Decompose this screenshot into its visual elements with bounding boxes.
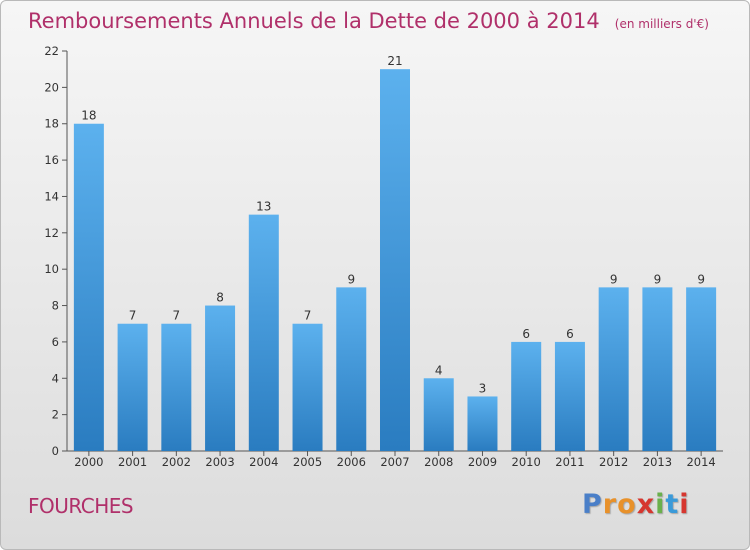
y-tick-label: 4 [52,371,59,385]
x-tick-label: 2008 [424,455,453,469]
bar-value-label: 9 [610,272,618,286]
bar-value-label: 7 [304,309,312,323]
logo-letter: P [582,489,603,520]
y-tick-label: 8 [52,299,59,313]
bar-value-label: 21 [387,54,402,68]
x-tick-label: 2013 [643,455,672,469]
bar-value-label: 9 [697,272,705,286]
x-tick-label: 2014 [686,455,715,469]
x-tick-label: 2000 [74,455,103,469]
bar-value-label: 7 [173,309,181,323]
x-tick-label: 2011 [555,455,584,469]
bar-value-label: 6 [522,327,530,341]
x-tick-label: 2004 [249,455,278,469]
bar [598,287,629,451]
y-tick-label: 22 [44,44,59,58]
title-row: Remboursements Annuels de la Dette de 20… [28,9,709,33]
x-tick-label: 2012 [599,455,628,469]
bar-value-label: 9 [347,272,355,286]
bar [380,69,410,451]
bar [423,378,454,451]
y-tick-label: 12 [44,226,59,240]
bar [205,305,236,451]
x-tick-label: 2001 [118,455,147,469]
y-tick-label: 20 [44,80,59,94]
logo-letter: r [602,489,618,520]
bar-value-label: 9 [654,272,662,286]
bar [642,287,673,451]
bar [117,323,148,451]
chart-title: Remboursements Annuels de la Dette de 20… [28,9,600,33]
logo-letter: x [636,489,656,520]
labels-layer: 18 7 7 8 13 7 9 21 4 3 6 6 9 9 9 [81,54,705,395]
y-tick-label: 0 [52,444,59,458]
y-tick-label: 6 [52,335,59,349]
y-tick-label: 14 [44,189,59,203]
x-tick-label: 2002 [162,455,191,469]
x-tick-label: 2010 [512,455,541,469]
bar [511,341,542,451]
bar [336,287,367,451]
x-tick-label: 2009 [468,455,497,469]
axis-layer: 0 2 4 6 8 10 12 14 16 18 20 22 2000 2001 2002 2003 2004 2… [44,44,723,469]
bar-value-label: 6 [566,327,574,341]
bar-value-label: 13 [256,200,271,214]
y-tick-label: 18 [44,117,59,131]
chart-unit-note: (en milliers d'€) [614,17,709,31]
bar [161,323,192,451]
bar [73,123,104,452]
x-tick-label: 2003 [205,455,234,469]
logo-letter: t [665,489,680,520]
bar-value-label: 8 [216,291,224,305]
bar [467,396,498,451]
bar [248,214,279,451]
commune-name: FOURCHES [28,494,134,518]
bar [554,341,585,451]
bar-value-label: 18 [81,109,96,123]
x-tick-label: 2007 [380,455,409,469]
bar [686,287,717,451]
logo-letter: i [679,489,690,520]
logo-letter: o [617,489,637,520]
y-tick-label: 2 [52,408,59,422]
bar-value-label: 3 [479,381,487,395]
bar [292,323,323,451]
bar-value-label: 4 [435,363,443,377]
y-tick-label: 10 [44,262,59,276]
bar-value-label: 7 [129,309,137,323]
x-tick-label: 2005 [293,455,322,469]
proxiti-logo: Proxiti [582,489,690,520]
x-tick-label: 2006 [337,455,366,469]
y-tick-label: 16 [44,153,59,167]
logo-letter: i [655,489,666,520]
bars-layer [73,69,717,452]
